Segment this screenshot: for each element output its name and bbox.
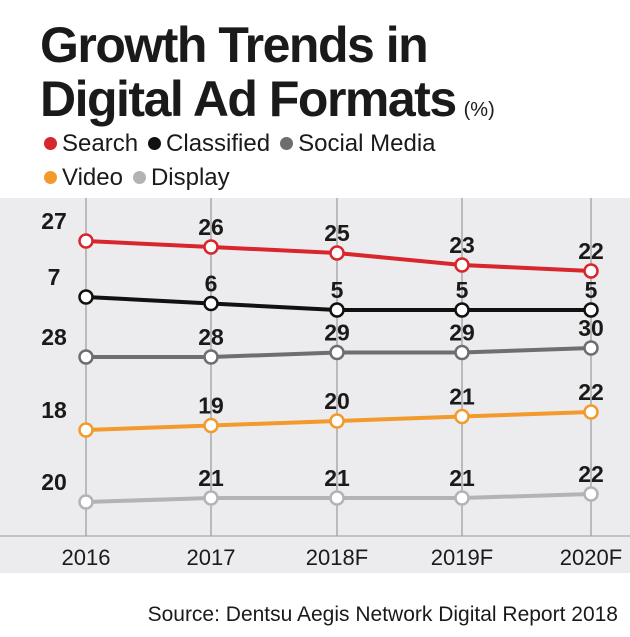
data-label-video: 20 xyxy=(324,388,350,414)
data-point-social-media xyxy=(329,344,345,361)
legend-label: Classified xyxy=(166,130,271,157)
data-point-video xyxy=(454,408,470,425)
data-label-display: 20 xyxy=(41,469,67,495)
data-label-display: 21 xyxy=(449,465,475,491)
title-line-1: Growth Trends in xyxy=(40,17,429,73)
legend-item-classified: Classified xyxy=(148,127,270,161)
data-point-display xyxy=(78,494,94,510)
data-label-social-media: 29 xyxy=(324,320,350,346)
legend-marker xyxy=(132,171,146,184)
x-tick-label: 2018F xyxy=(306,545,368,570)
data-label-search: 22 xyxy=(578,238,604,264)
data-label-search: 27 xyxy=(41,208,67,234)
legend-label: Social Media xyxy=(298,130,436,157)
data-label-social-media: 28 xyxy=(198,324,224,350)
data-point-classified xyxy=(203,295,219,312)
data-point-display xyxy=(454,490,470,506)
data-point-search xyxy=(583,263,599,279)
legend-item-search: Search xyxy=(44,127,138,161)
legend-item-display: Display xyxy=(132,161,230,195)
data-label-video: 19 xyxy=(198,393,224,419)
data-point-display xyxy=(583,486,599,502)
data-label-classified: 5 xyxy=(456,277,469,303)
data-point-social-media xyxy=(583,340,599,356)
legend-item-social-media: Social Media xyxy=(280,127,436,161)
data-label-display: 21 xyxy=(198,465,224,491)
data-point-social-media xyxy=(78,349,94,365)
data-label-classified: 6 xyxy=(205,271,218,297)
data-label-video: 22 xyxy=(578,379,604,405)
legend-marker xyxy=(280,137,294,150)
title-line-2-text: Digital Ad Formats xyxy=(40,71,457,127)
data-point-video xyxy=(583,404,599,420)
data-label-social-media: 28 xyxy=(41,324,67,350)
data-point-social-media xyxy=(454,344,470,361)
legend-label: Video xyxy=(62,164,123,191)
data-point-classified xyxy=(329,302,345,318)
data-point-video xyxy=(78,422,94,438)
source-note: Source: Dentsu Aegis Network Digital Rep… xyxy=(147,603,618,626)
title-line-2: Digital Ad Formats (%) xyxy=(40,72,495,137)
legend-label: Display xyxy=(150,164,230,191)
x-tick-label: 2020F xyxy=(560,545,622,570)
legend-marker xyxy=(44,171,57,184)
data-label-display: 21 xyxy=(324,465,350,491)
unit-label: (%) xyxy=(463,99,495,121)
data-point-social-media xyxy=(203,349,219,365)
data-label-display: 22 xyxy=(578,461,604,487)
x-tick-label: 2017 xyxy=(187,545,236,570)
data-point-video xyxy=(329,413,345,429)
legend: Search Classified Social Media Video Display xyxy=(44,127,464,195)
data-label-classified: 5 xyxy=(331,277,344,303)
data-point-display xyxy=(329,490,345,506)
legend-label: Search xyxy=(62,130,139,157)
data-label-video: 18 xyxy=(41,397,67,423)
data-point-search xyxy=(203,239,219,255)
chart-title: Growth Trends in Digital Ad Formats (%) xyxy=(40,18,495,137)
data-point-display xyxy=(203,490,219,506)
legend-marker xyxy=(148,137,162,150)
legend-item-video: Video xyxy=(44,161,123,195)
line-chart: 2016 2017 2018F 2019F 2020F 27 26 25 23 22 7 6 5 5 5 28… xyxy=(0,198,630,570)
data-point-search xyxy=(329,245,345,261)
plot-background xyxy=(0,198,630,573)
data-label-classified: 5 xyxy=(585,277,598,303)
data-label-social-media: 29 xyxy=(449,320,475,346)
data-label-search: 26 xyxy=(198,214,224,240)
legend-marker xyxy=(44,137,57,150)
x-tick-label: 2016 xyxy=(62,545,111,570)
data-point-classified xyxy=(583,302,599,318)
plot-area: 2016 2017 2018F 2019F 2020F 27 26 25 23 22 7 6 5 5 5 28… xyxy=(0,198,630,573)
data-label-search: 23 xyxy=(449,232,475,258)
data-label-social-media: 30 xyxy=(578,315,604,341)
data-point-classified xyxy=(78,289,94,305)
data-point-search xyxy=(454,257,470,273)
data-point-classified xyxy=(454,302,470,318)
data-point-search xyxy=(78,233,94,249)
data-point-video xyxy=(203,417,219,434)
data-label-video: 21 xyxy=(449,384,475,410)
x-tick-label: 2019F xyxy=(431,545,493,570)
data-label-search: 25 xyxy=(324,220,350,246)
data-label-classified: 7 xyxy=(48,264,61,290)
